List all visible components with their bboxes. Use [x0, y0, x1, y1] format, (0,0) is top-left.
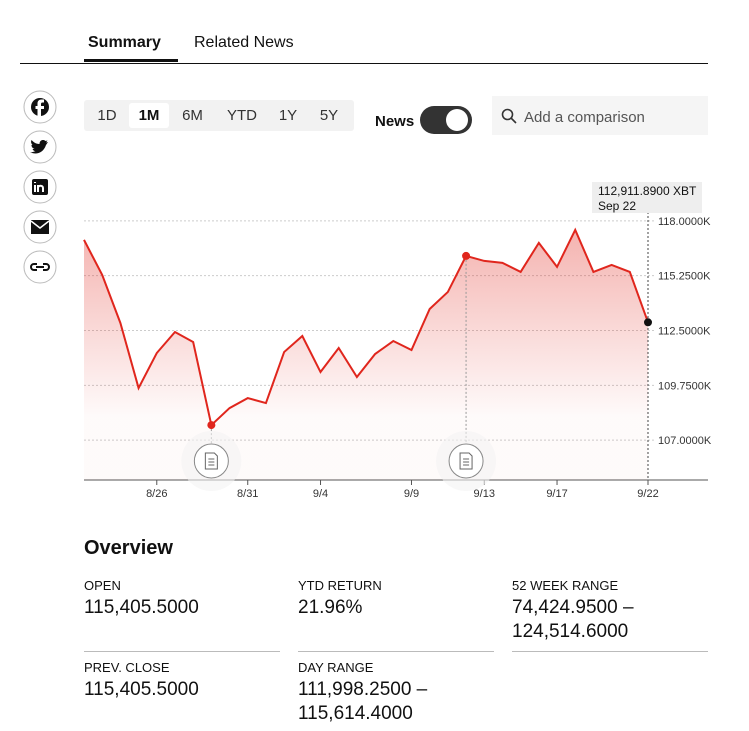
- y-tick-label: 107.0000K: [658, 435, 712, 447]
- search-box[interactable]: Add a comparison: [492, 96, 708, 135]
- overview-value: 74,424.9500 – 124,514.6000: [512, 597, 634, 642]
- news-doc: [459, 452, 473, 470]
- search-icon: [501, 108, 517, 124]
- range-selected-bg: [129, 103, 169, 128]
- news-icon[interactable]: [193, 443, 229, 479]
- toggle-knob: [446, 109, 468, 131]
- share-icons: [23, 90, 57, 284]
- last-point: [644, 318, 652, 327]
- tooltip-date: Sep 22: [598, 199, 636, 213]
- news-marker: [207, 421, 216, 430]
- range-button[interactable]: 1M: [138, 107, 160, 124]
- x-tick-label: 8/26: [146, 488, 167, 500]
- tab[interactable]: Related News: [194, 34, 294, 51]
- news-doc: [204, 452, 218, 470]
- share-facebook[interactable]: [23, 90, 57, 124]
- overview-value: 21.96%: [298, 597, 363, 618]
- share-link[interactable]: [23, 250, 57, 284]
- share-twitter[interactable]: [23, 130, 57, 164]
- overview-label: OPEN: [84, 578, 121, 593]
- overview-label: YTD RETURN: [298, 578, 382, 593]
- overview-divider: [512, 651, 708, 652]
- price-chart: 107.0000K 109.7500K 112.5000K 115.2500K 118.…: [83, 182, 712, 500]
- overview-value: 115,405.5000: [84, 679, 199, 700]
- share-linkedin[interactable]: [23, 170, 57, 204]
- y-tick-label: 112.5000K: [658, 326, 711, 338]
- x-tick-label: 9/4: [313, 488, 328, 500]
- x-tick-label: 9/17: [546, 488, 567, 500]
- range-button[interactable]: 5Y: [319, 107, 339, 124]
- overview-divider: [84, 651, 280, 652]
- news-marker: [462, 251, 471, 260]
- tooltip-box: [592, 182, 702, 213]
- news-label: News: [375, 113, 415, 130]
- search-placeholder: Add a comparison: [524, 109, 645, 126]
- overview-label: DAY RANGE: [298, 660, 374, 675]
- overview-value: 111,998.2500 – 115,614.4000: [298, 679, 428, 724]
- range-button[interactable]: YTD: [227, 107, 257, 124]
- y-tick-label: 118.0000K: [658, 216, 711, 228]
- overview-title: Overview: [84, 537, 173, 559]
- y-tick-label: 109.7500K: [658, 380, 712, 392]
- tooltip-value: 112,911.8900 XBT: [598, 184, 697, 198]
- news-icon[interactable]: [448, 443, 484, 479]
- area: [84, 229, 648, 480]
- y-tick-label: 115.2500K: [658, 271, 711, 283]
- overview-divider: [298, 651, 494, 652]
- x-tick-label: 8/31: [237, 488, 258, 500]
- share-email[interactable]: [23, 210, 57, 244]
- tab-underline: [84, 59, 178, 62]
- news-toggle[interactable]: [420, 106, 472, 134]
- x-tick-label: 9/13: [474, 488, 495, 500]
- x-tick-label: 9/9: [404, 488, 419, 500]
- range-button[interactable]: 1D: [97, 107, 117, 124]
- price-line: [83, 227, 649, 428]
- x-tick-label: 9/22: [637, 488, 658, 500]
- overview-label: 52 WEEK RANGE: [512, 578, 619, 593]
- overview-label: PREV. CLOSE: [84, 660, 170, 675]
- overview-value: 115,405.5000: [84, 597, 199, 618]
- range-button[interactable]: 1Y: [278, 107, 298, 124]
- divider: [20, 63, 708, 64]
- tab[interactable]: Summary: [88, 34, 161, 51]
- range-button[interactable]: 6M: [182, 107, 203, 124]
